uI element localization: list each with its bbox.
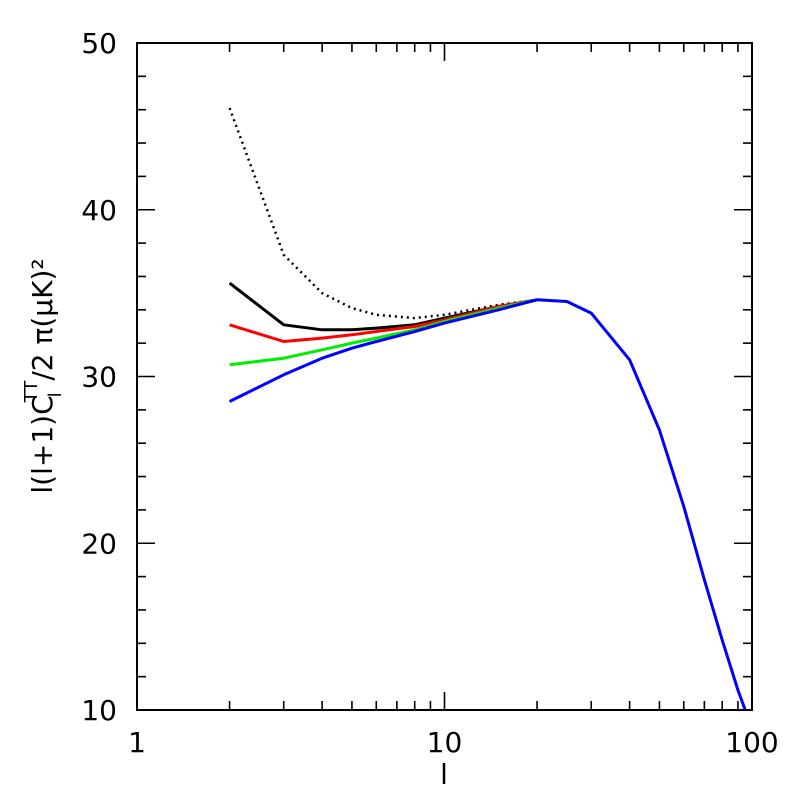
series-line-3 — [229, 298, 538, 343]
x-tick-label: 100 — [725, 726, 778, 759]
x-tick-label: 10 — [427, 726, 463, 759]
y-tick-label: 50 — [81, 27, 117, 60]
y-axis-title: l(l+1)ClTT/2 π(μK)² — [21, 258, 66, 493]
y-axis-title-superscript: TT — [21, 380, 42, 404]
tick-labels: 1 10 100 10 20 30 40 50 — [81, 27, 778, 759]
y-tick-label: 10 — [81, 694, 117, 727]
x-tick-label: 1 — [128, 726, 146, 759]
y-axis-title-prefix: l(l+1)C — [26, 395, 59, 493]
x-axis-title: l — [440, 758, 448, 791]
series-line-1 — [228, 107, 538, 320]
series-line-4 — [229, 298, 538, 367]
series-layer — [228, 107, 747, 711]
y-axis-title-suffix: /2 π(μK)² — [26, 258, 59, 380]
plot-frame — [136, 42, 753, 711]
series-line-5 — [228, 298, 747, 711]
y-axis-title-subscript: l — [45, 392, 66, 397]
plot-area — [137, 43, 752, 710]
y-tick-label: 30 — [81, 361, 117, 394]
y-tick-label: 20 — [81, 527, 117, 560]
y-tick-label: 40 — [81, 194, 117, 227]
